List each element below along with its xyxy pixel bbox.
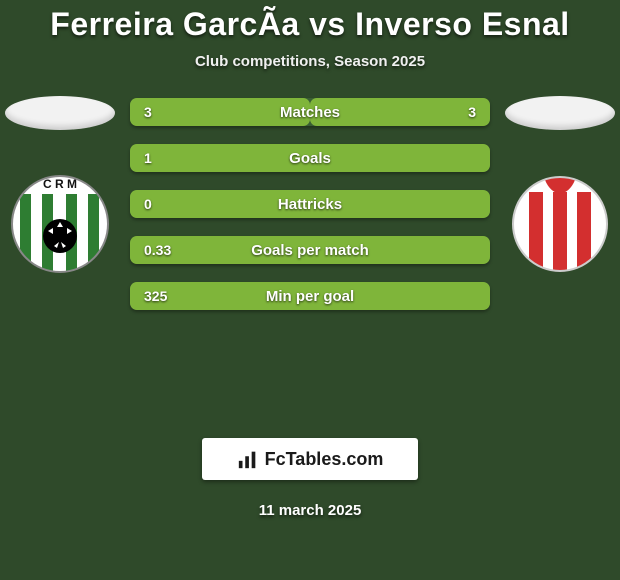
player-column-right [500,90,620,282]
stat-row: 0Hattricks [130,190,490,218]
comparison-content: C R M [0,98,620,418]
stat-value-left: 325 [130,288,200,304]
club-shield-left-icon: C R M [10,166,110,282]
player-silhouette-left [5,96,115,130]
page-title: Ferreira GarcÃ­a vs Inverso Esnal [0,6,620,43]
player-silhouette-right [505,96,615,130]
club-badge-right [510,166,610,282]
stat-label: Hattricks [200,196,420,213]
club-badge-left: C R M [10,166,110,282]
stat-value-right: 3 [420,104,490,120]
stat-value-left: 1 [130,150,200,166]
bar-chart-icon [237,448,259,470]
stat-label: Matches [200,104,420,121]
page-root: Ferreira GarcÃ­a vs Inverso Esnal Club c… [0,0,620,580]
brand-logo-box: FcTables.com [202,438,418,480]
stat-row: 3Matches3 [130,98,490,126]
stat-value-left: 0.33 [130,242,200,258]
page-subtitle: Club competitions, Season 2025 [0,53,620,70]
stat-row: 1Goals [130,144,490,172]
stat-label: Goals per match [200,242,420,259]
stat-label: Goals [200,150,420,167]
stats-list: 3Matches3 1Goals 0Hattricks 0.33Goals per m… [130,98,490,310]
stat-value-left: 3 [130,104,200,120]
svg-text:C R M: C R M [43,177,77,191]
club-shield-right-icon [510,174,610,274]
match-date: 11 march 2025 [0,502,620,519]
player-column-left: C R M [0,90,120,282]
stat-row: 0.33Goals per match [130,236,490,264]
stat-label: Min per goal [200,288,420,305]
stat-value-left: 0 [130,196,200,212]
brand-logo-text: FcTables.com [265,449,384,470]
stat-row: 325Min per goal [130,282,490,310]
